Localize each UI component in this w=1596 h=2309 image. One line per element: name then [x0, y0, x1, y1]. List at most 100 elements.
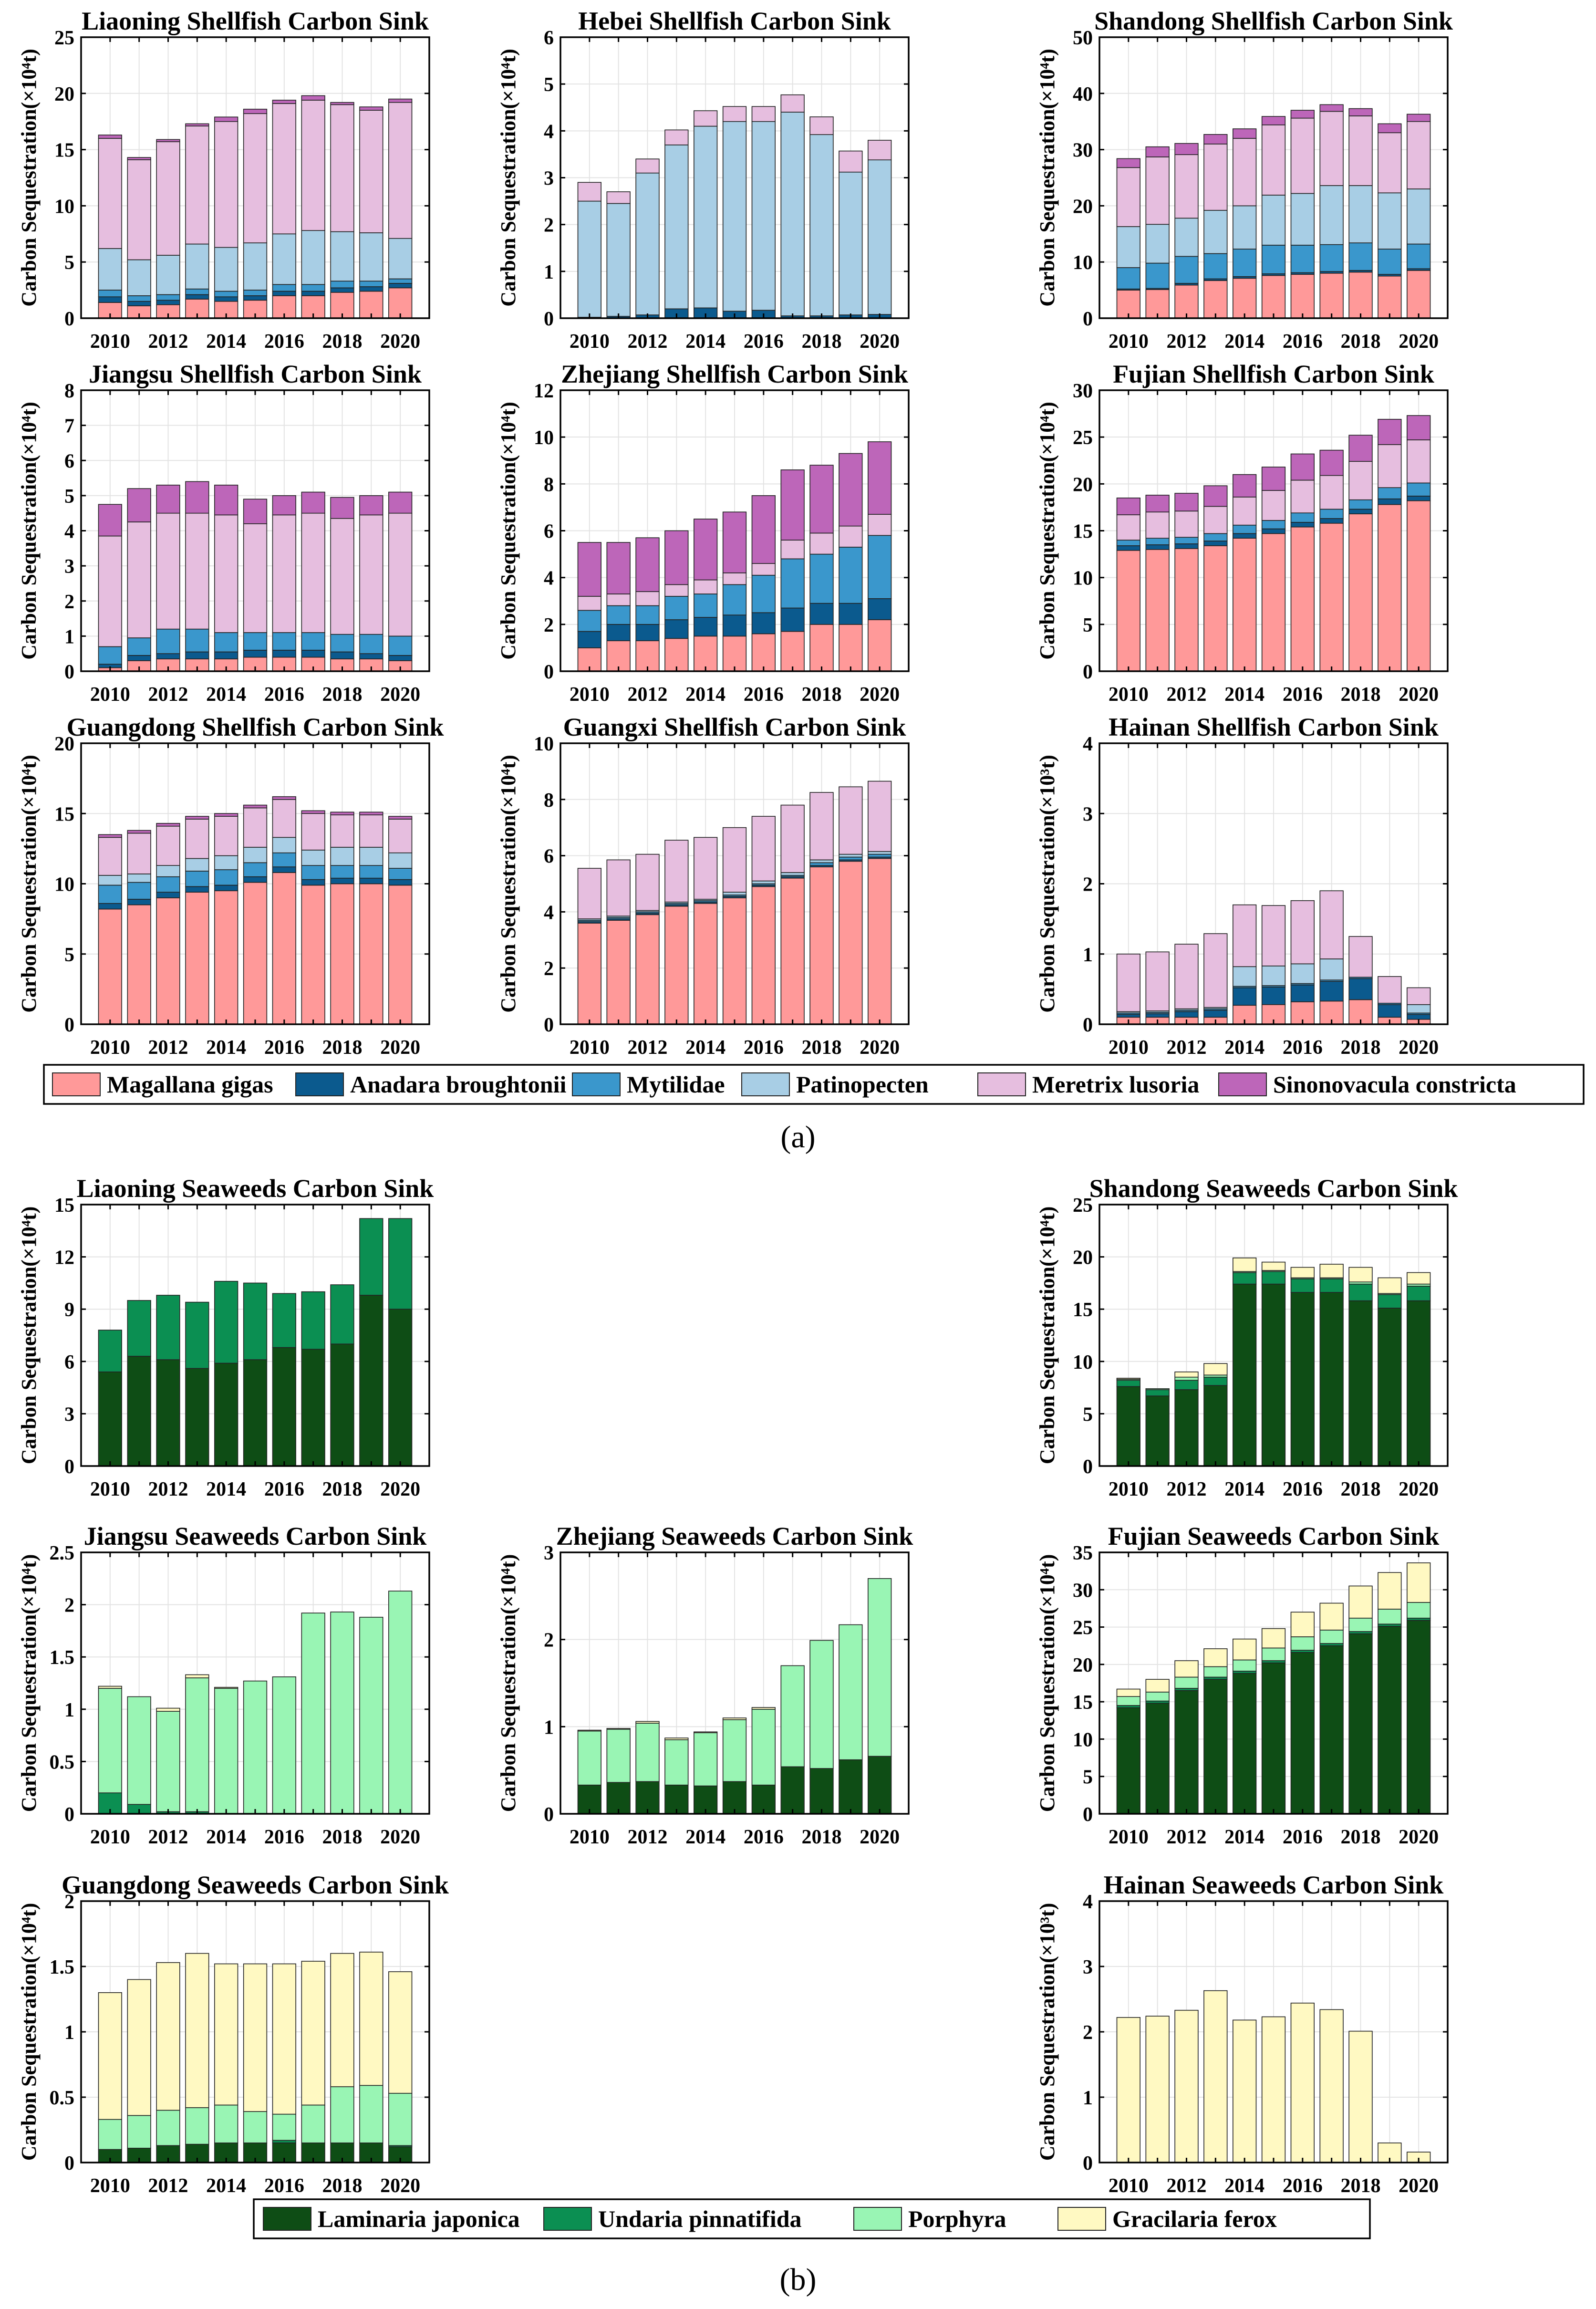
y-tick-label: 30	[1073, 380, 1093, 402]
bar-mytilidae-2012	[1174, 537, 1199, 544]
x-tick-label: 2018	[802, 1037, 842, 1059]
x-tick-label: 2020	[860, 1826, 900, 1848]
bar-undaria-pinnatifida-2012	[1174, 1380, 1199, 1390]
bar-mytilidae-2016	[1290, 512, 1315, 523]
bar-mytilidae-2020	[1407, 482, 1431, 497]
bar-meretrix-lusoria-2015	[1261, 490, 1286, 521]
bar-anadara-broughtonii-2019	[839, 603, 863, 625]
y-tick-label: 3	[1083, 803, 1093, 825]
bar-porphyra-2013	[185, 1677, 209, 1812]
bar-patinopecten-2014	[214, 855, 238, 870]
x-tick-label: 2010	[90, 684, 130, 706]
bar-laminaria-japonica-2016	[272, 1347, 296, 1467]
x-tick-label: 2014	[685, 1037, 725, 1059]
bar-porphyra-2011	[1145, 1691, 1170, 1702]
bar-patinopecten-2017	[1319, 185, 1344, 245]
bar-meretrix-lusoria-2020	[1407, 987, 1431, 1005]
x-tick-label: 2016	[1283, 1037, 1323, 1059]
bar-magallana-gigas-2011	[1145, 549, 1170, 672]
bar-sinonovacula-constricta-2012	[156, 484, 180, 514]
bar-porphyra-2010	[98, 1688, 122, 1793]
chart-title: Shandong Seaweeds Carbon Sink	[1089, 1174, 1458, 1203]
bar-laminaria-japonica-2010	[98, 1371, 122, 1467]
legend-label-sinonovacula-constricta: Sinonovacula constricta	[1273, 1071, 1516, 1098]
bar-laminaria-japonica-2013	[664, 1784, 689, 1814]
y-tick-label: 1	[1083, 2087, 1093, 2109]
bar-patinopecten-2018	[809, 859, 834, 863]
bar-gracilaria-ferox-2019	[1378, 1572, 1402, 1610]
chart-title: Fujian Shellfish Carbon Sink	[1113, 360, 1434, 388]
bar-laminaria-japonica-2017	[301, 1349, 325, 1467]
bar-anadara-broughtonii-2015	[243, 295, 268, 301]
bar-meretrix-lusoria-2011	[1145, 951, 1170, 1011]
x-tick-label: 2016	[744, 1826, 784, 1848]
bar-sinonovacula-constricta-2013	[664, 530, 689, 585]
bar-mytilidae-2015	[722, 584, 747, 616]
bar-patinopecten-2010	[577, 200, 601, 318]
bar-undaria-pinnatifida-2015	[1261, 1271, 1286, 1285]
x-tick-label: 2010	[570, 1037, 610, 1059]
x-tick-label: 2016	[1283, 1478, 1323, 1500]
y-tick-label: 35	[1073, 1542, 1093, 1564]
bar-gracilaria-ferox-2013	[185, 1674, 209, 1678]
bar-laminaria-japonica-2014	[214, 1363, 238, 1467]
bar-gracilaria-ferox-2015	[1261, 1261, 1286, 1271]
bar-mytilidae-2012	[156, 628, 180, 654]
y-tick-label: 20	[1073, 1654, 1093, 1676]
y-tick-label: 0	[1083, 308, 1093, 330]
bar-anadara-broughtonii-2017	[301, 879, 325, 886]
y-tick-label: 10	[1073, 1352, 1093, 1373]
bar-anadara-broughtonii-2014	[214, 651, 238, 660]
bar-meretrix-lusoria-2017	[1319, 475, 1344, 510]
bar-laminaria-japonica-2011	[127, 1356, 151, 1467]
bar-anadara-broughtonii-2017	[1319, 981, 1344, 1002]
bar-magallana-gigas-2016	[272, 872, 296, 1025]
bar-meretrix-lusoria-2012	[156, 825, 180, 866]
bar-sinonovacula-constricta-2014	[214, 484, 238, 516]
bar-anadara-broughtonii-2012	[635, 624, 660, 641]
x-tick-label: 2014	[685, 684, 725, 706]
bar-meretrix-lusoria-2017	[301, 100, 325, 231]
bar-undaria-pinnatifida-2011	[1145, 1389, 1170, 1396]
bar-anadara-broughtonii-2013	[1203, 541, 1228, 546]
bar-gracilaria-ferox-2019	[1378, 1277, 1402, 1294]
bar-meretrix-lusoria-2014	[214, 816, 238, 856]
x-tick-label: 2020	[1399, 2175, 1439, 2197]
bar-anadara-broughtonii-2016	[751, 612, 776, 634]
bar-laminaria-japonica-2016	[751, 1784, 776, 1814]
bar-magallana-gigas-2011	[1145, 289, 1170, 319]
bar-porphyra-2016	[272, 1676, 296, 1814]
y-tick-label: 10	[534, 427, 554, 449]
bar-gracilaria-ferox-2010	[1116, 2017, 1140, 2163]
bar-patinopecten-2016	[272, 837, 296, 853]
bar-patinopecten-2013	[664, 144, 689, 310]
bar-meretrix-lusoria-2019	[359, 514, 383, 635]
bar-porphyra-2017	[1319, 1630, 1344, 1644]
bar-anadara-broughtonii-2011	[1145, 544, 1170, 550]
bar-anadara-broughtonii-2014	[1233, 533, 1257, 539]
bar-mytilidae-2016	[751, 574, 776, 614]
legend-label-anadara-broughtonii: Anadara broughtonii	[350, 1071, 566, 1098]
x-tick-label: 2012	[148, 331, 188, 353]
y-tick-label: 2	[544, 958, 554, 980]
bar-gracilaria-ferox-2010	[98, 1992, 122, 2120]
x-tick-label: 2020	[380, 684, 420, 706]
bar-anadara-broughtonii-2011	[127, 655, 151, 661]
bar-gracilaria-ferox-2012	[156, 1962, 180, 2111]
bar-magallana-gigas-2014	[214, 890, 238, 1025]
bar-sinonovacula-constricta-2012	[1174, 143, 1199, 156]
x-tick-label: 2016	[744, 684, 784, 706]
y-tick-label: 12	[54, 1247, 74, 1269]
y-axis-label: Carbon Sequestration(×10⁴t)	[17, 1554, 41, 1812]
y-tick-label: 0	[64, 1456, 74, 1478]
bar-mytilidae-2018	[1348, 242, 1373, 271]
panel-fujian-shellfish-carbon-sink: 0 5 10 15 20 25 30 2010 2012 2014 2016 2018 2020 Fuji…	[1036, 360, 1449, 706]
bar-gracilaria-ferox-2020	[1407, 1562, 1431, 1603]
bar-anadara-broughtonii-2014	[214, 296, 238, 302]
bar-sinonovacula-constricta-2019	[1378, 419, 1402, 445]
y-tick-label: 20	[1073, 474, 1093, 496]
x-tick-label: 2012	[148, 1826, 188, 1848]
bar-anadara-broughtonii-2020	[1407, 496, 1431, 501]
y-tick-label: 15	[1073, 521, 1093, 543]
x-tick-label: 2012	[1167, 684, 1207, 706]
